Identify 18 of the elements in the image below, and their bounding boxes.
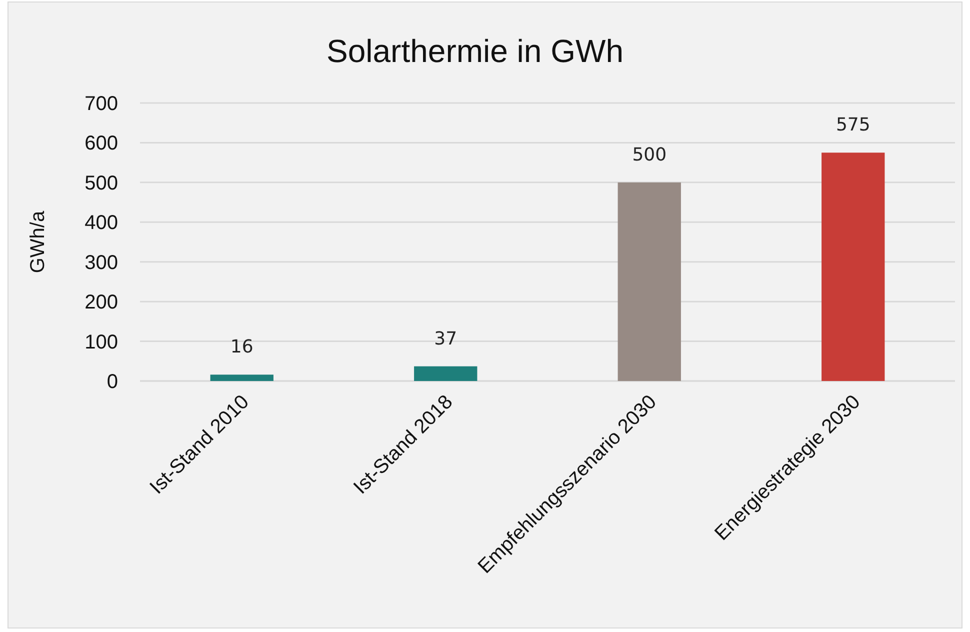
y-tick-label: 0: [106, 371, 118, 393]
y-tick-label: 400: [84, 212, 118, 234]
y-tick-label: 500: [84, 172, 118, 194]
y-tick-label: 300: [84, 252, 118, 274]
data-label: 16: [230, 336, 254, 358]
bar: [210, 374, 274, 381]
data-label: 575: [836, 114, 870, 136]
y-tick-label: 600: [84, 132, 118, 155]
y-tick-label: 200: [84, 292, 118, 314]
data-label: 500: [632, 144, 667, 166]
data-label: 37: [434, 328, 458, 350]
y-axis-title: GWh/a: [27, 210, 49, 274]
bar: [618, 182, 681, 381]
y-tick-label: 100: [84, 331, 118, 354]
chart-title: Solarthermie in GWh: [326, 33, 624, 69]
bar: [822, 152, 885, 381]
y-tick-label: 700: [84, 93, 118, 115]
bar: [414, 366, 478, 381]
